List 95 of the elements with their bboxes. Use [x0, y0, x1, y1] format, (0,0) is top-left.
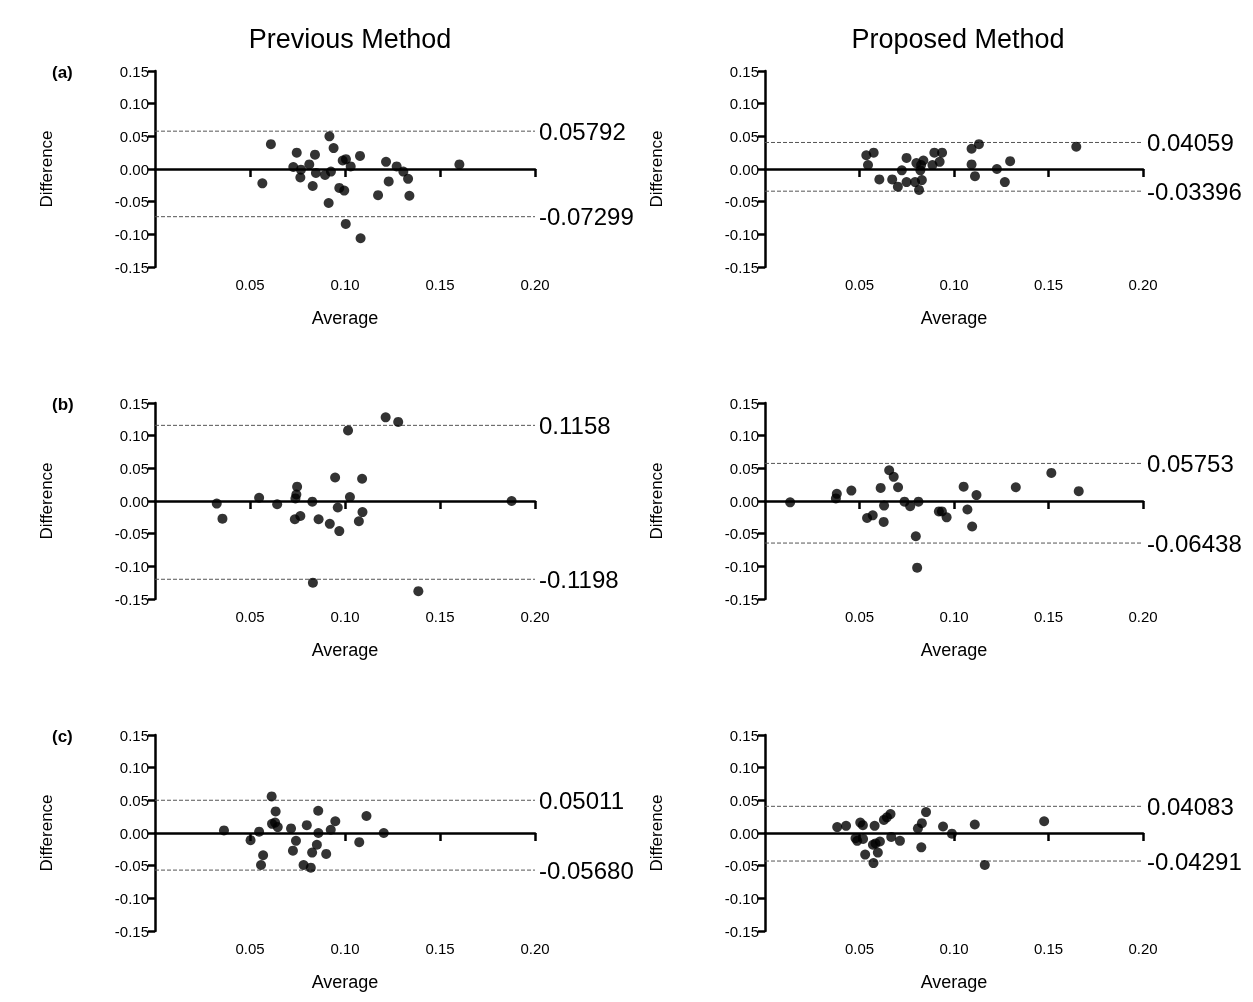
x-tick-label: 0.10 [330, 608, 360, 625]
x-tick-label: 0.10 [330, 940, 360, 957]
ref-line-label: -0.04291 [1147, 847, 1242, 875]
y-tick-label: 0.10 [119, 95, 149, 113]
y-tick-label: -0.05 [724, 857, 759, 875]
y-tick-label: 0.05 [119, 127, 149, 145]
y-axis-title: Difference [37, 130, 56, 208]
y-tick-label: 0.05 [729, 459, 759, 477]
y-tick-label: 0.00 [119, 824, 149, 842]
x-axis-title: Average [920, 640, 988, 660]
y-tick-label: 0.00 [119, 160, 149, 178]
y-tick-label: -0.15 [724, 590, 759, 608]
x-tick-label: 0.05 [235, 608, 265, 625]
x-tick-label: 0.20 [1128, 608, 1158, 625]
ref-line-label: -0.06438 [1147, 529, 1242, 557]
y-tick-label: -0.15 [724, 258, 759, 276]
y-tick-label: 0.10 [729, 427, 759, 445]
y-tick-label: 0.15 [729, 394, 759, 412]
x-tick-label: 0.15 [1033, 608, 1064, 625]
ref-line-label: -0.1198 [539, 565, 619, 593]
y-tick-label: -0.15 [724, 922, 759, 940]
y-tick-label: 0.00 [119, 492, 149, 510]
y-tick-label: 0.00 [729, 492, 759, 510]
x-axis-title: Average [311, 308, 379, 328]
y-tick-label: -0.10 [114, 889, 149, 907]
y-tick-label: 0.05 [729, 127, 759, 145]
x-axis-title: Average [920, 308, 988, 328]
x-tick-label: 0.10 [939, 940, 969, 957]
y-tick-label: -0.05 [724, 193, 759, 211]
y-axis-title: Difference [647, 462, 666, 540]
y-axis-title: Difference [647, 794, 666, 872]
x-tick-label: 0.15 [425, 940, 455, 957]
y-tick-label: -0.10 [724, 225, 759, 243]
y-tick-label: 0.05 [119, 791, 149, 809]
ref-line-label: -0.07299 [539, 203, 634, 231]
ref-line-label: -0.03396 [1147, 177, 1242, 205]
y-tick-label: 0.15 [729, 62, 759, 80]
y-tick-label: 0.15 [729, 726, 759, 744]
x-tick-label: 0.15 [425, 608, 455, 625]
x-tick-label: 0.20 [1128, 276, 1158, 293]
x-tick-label: 0.20 [1128, 940, 1158, 957]
y-axis-title: Difference [647, 130, 666, 208]
x-tick-label: 0.05 [235, 940, 265, 957]
ref-line-label: 0.05753 [1147, 449, 1234, 477]
y-tick-label: -0.10 [114, 557, 149, 575]
y-tick-label: 0.00 [729, 824, 759, 842]
x-tick-label: 0.20 [520, 276, 550, 293]
x-tick-label: 0.15 [1033, 940, 1064, 957]
x-tick-label: 0.05 [844, 276, 875, 293]
ref-line-label: 0.05011 [539, 786, 624, 814]
x-tick-label: 0.10 [330, 276, 360, 293]
y-axis-title: Difference [37, 794, 56, 872]
y-tick-label: -0.15 [114, 258, 149, 276]
y-axis-title: Difference [37, 462, 56, 540]
y-tick-label: 0.00 [729, 160, 759, 178]
ref-line-label: -0.05680 [539, 856, 634, 884]
y-tick-label: 0.10 [729, 759, 759, 777]
chart-title: Proposed Method [851, 23, 1065, 54]
chart-title: Previous Method [248, 23, 452, 54]
y-tick-label: 0.10 [729, 95, 759, 113]
x-tick-label: 0.15 [425, 276, 455, 293]
y-tick-label: -0.15 [114, 922, 149, 940]
x-axis-title: Average [311, 640, 379, 660]
y-tick-label: 0.10 [119, 759, 149, 777]
y-tick-label: -0.10 [724, 889, 759, 907]
x-tick-label: 0.05 [844, 608, 875, 625]
ref-line-label: 0.04083 [1147, 792, 1234, 820]
ref-line-label: 0.05792 [539, 117, 626, 145]
y-tick-label: -0.05 [114, 857, 149, 875]
text: (c) [52, 727, 73, 746]
x-tick-label: 0.20 [520, 940, 550, 957]
x-tick-label: 0.05 [235, 276, 265, 293]
y-tick-label: 0.10 [119, 427, 149, 445]
text: (b) [52, 395, 74, 414]
x-tick-label: 0.10 [939, 608, 969, 625]
y-tick-label: 0.05 [729, 791, 759, 809]
ref-line-label: 0.04059 [1147, 128, 1234, 156]
x-axis-title: Average [311, 972, 379, 992]
y-tick-label: -0.10 [724, 557, 759, 575]
y-tick-label: -0.10 [114, 225, 149, 243]
y-tick-label: -0.15 [114, 590, 149, 608]
y-tick-label: 0.15 [119, 726, 149, 744]
y-tick-label: 0.15 [119, 62, 149, 80]
ref-line-label: 0.1158 [539, 411, 611, 439]
x-axis-title: Average [920, 972, 988, 992]
x-tick-label: 0.15 [1033, 276, 1064, 293]
y-tick-label: 0.15 [119, 394, 149, 412]
y-tick-label: -0.05 [114, 525, 149, 543]
x-tick-label: 0.05 [844, 940, 875, 957]
text: (a) [52, 63, 73, 82]
y-tick-label: -0.05 [724, 525, 759, 543]
x-tick-label: 0.10 [939, 276, 969, 293]
y-tick-label: -0.05 [114, 193, 149, 211]
x-tick-label: 0.20 [520, 608, 550, 625]
y-tick-label: 0.05 [119, 459, 149, 477]
